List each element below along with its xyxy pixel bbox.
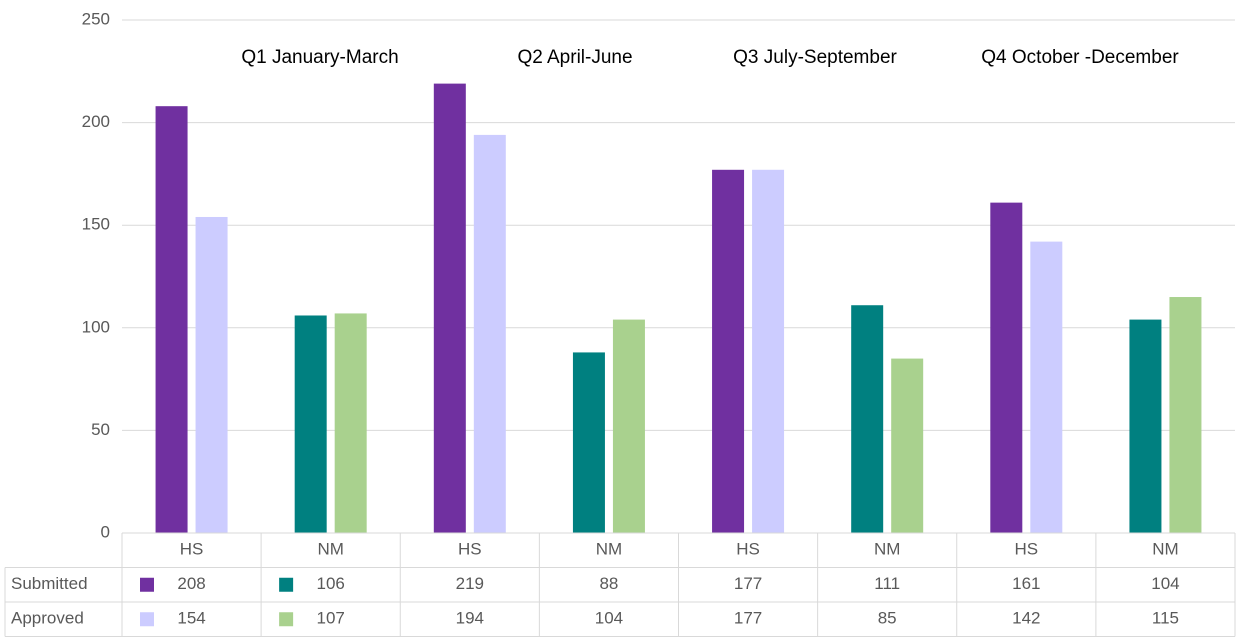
y-tick-label: 100 <box>82 317 110 336</box>
annotation: Q2 April-June <box>517 47 632 68</box>
bar <box>1129 319 1162 533</box>
data-label: 177 <box>734 609 762 628</box>
x-tick-label: HS <box>180 540 204 559</box>
x-tick-label: NM <box>317 540 343 559</box>
bar <box>851 305 884 533</box>
bar <box>1169 297 1202 533</box>
data-label: 154 <box>177 609 205 628</box>
data-label: 104 <box>1151 574 1179 593</box>
bar <box>473 134 506 534</box>
y-tick-label: 200 <box>82 112 110 131</box>
data-label: 177 <box>734 574 762 593</box>
bar <box>195 216 228 533</box>
data-label: 111 <box>874 574 900 593</box>
data-label: 104 <box>595 609 623 628</box>
bar <box>712 169 745 533</box>
bar <box>612 319 645 533</box>
data-label: 88 <box>599 574 618 593</box>
legend-key <box>140 612 154 627</box>
x-tick-label: NM <box>596 540 622 559</box>
bar <box>155 106 188 534</box>
data-label: 107 <box>317 609 345 628</box>
bar <box>334 313 367 533</box>
legend-key <box>279 612 294 627</box>
bar <box>572 352 605 533</box>
bar <box>433 83 466 533</box>
data-label: 142 <box>1012 609 1040 628</box>
bar <box>752 169 785 533</box>
bar <box>891 358 924 533</box>
annotation: Q1 January-March <box>241 47 398 68</box>
data-label: 115 <box>1152 609 1179 628</box>
x-tick-label: HS <box>736 540 760 559</box>
y-tick-label: 0 <box>101 522 110 541</box>
bar <box>990 202 1023 534</box>
data-label: 106 <box>317 574 345 593</box>
bar <box>1030 241 1063 533</box>
legend-label: Approved <box>11 609 84 628</box>
data-label: 208 <box>177 574 205 593</box>
data-label: 219 <box>456 574 484 593</box>
x-tick-label: HS <box>1015 540 1039 559</box>
y-tick-label: 250 <box>82 9 110 28</box>
x-tick-label: NM <box>874 540 900 559</box>
legend-key <box>279 577 294 592</box>
y-tick-label: 50 <box>91 420 110 439</box>
data-label: 161 <box>1012 574 1040 593</box>
legend-key <box>140 577 154 592</box>
legend-label: Submitted <box>11 574 88 593</box>
data-label: 194 <box>456 609 484 628</box>
x-tick-label: NM <box>1152 540 1178 559</box>
data-label: 85 <box>878 609 897 628</box>
annotation: Q3 July-September <box>733 47 897 68</box>
y-tick-label: 150 <box>82 215 110 234</box>
annotation: Q4 October -December <box>981 47 1179 68</box>
x-tick-label: HS <box>458 540 482 559</box>
bar <box>294 315 327 533</box>
